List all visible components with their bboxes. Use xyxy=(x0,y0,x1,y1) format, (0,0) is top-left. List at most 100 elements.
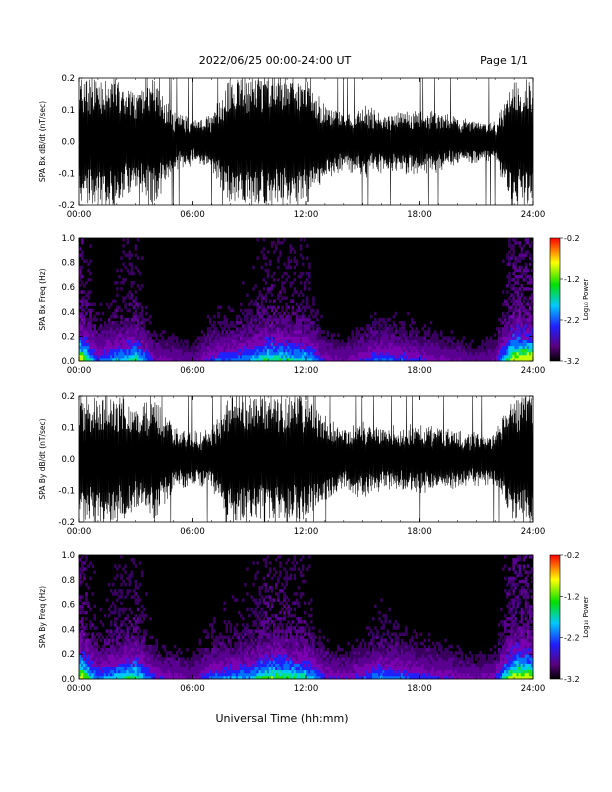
spectrogram-cell xyxy=(270,660,274,664)
spectrogram-cell xyxy=(99,330,103,334)
spectrogram-cell xyxy=(502,314,505,319)
spectrogram-cell xyxy=(506,321,509,325)
spectrogram-cell xyxy=(178,357,181,362)
spectrogram-cell xyxy=(485,342,488,347)
spectrogram-cell xyxy=(291,305,295,310)
spectrogram-cell xyxy=(396,342,400,347)
spectrogram-cell xyxy=(275,657,278,661)
spectrogram-cell xyxy=(178,666,181,671)
spectrogram-cell xyxy=(110,629,113,633)
spectrogram-cell xyxy=(83,651,86,655)
spectrogram-cell xyxy=(116,357,119,362)
spectrogram-cell xyxy=(130,302,134,307)
spectrogram-cell xyxy=(151,666,154,671)
spectrogram-cell xyxy=(192,672,195,677)
spectrogram-cell xyxy=(140,317,144,322)
spectrogram-cell xyxy=(275,357,278,362)
spectrogram-cell xyxy=(297,308,301,313)
spectrogram-cell xyxy=(330,354,334,359)
spectrogram-cell xyxy=(318,327,321,331)
spectrogram-cell xyxy=(138,613,142,618)
spectrogram-cell xyxy=(151,654,154,658)
spectrogram-cell xyxy=(99,651,103,655)
spectrogram-cell xyxy=(83,284,86,288)
spectrogram-cell xyxy=(194,660,198,664)
spectrogram-cell xyxy=(287,648,290,652)
spectrogram-cell xyxy=(112,672,115,677)
spectrogram-cell xyxy=(299,354,303,359)
spectrogram-cell xyxy=(134,672,138,677)
spectrogram-cell xyxy=(266,620,270,624)
spectrogram-cell xyxy=(213,351,216,356)
spectrogram-cell xyxy=(231,648,235,652)
spectrogram-cell xyxy=(355,330,358,334)
spectrogram-cell xyxy=(165,342,169,347)
spectrogram-cell xyxy=(85,635,88,640)
spectrogram-cell xyxy=(506,274,509,279)
spectrogram-cell xyxy=(390,345,394,350)
spectrogram-cell xyxy=(99,336,103,340)
spectrogram-cell xyxy=(101,345,105,350)
spectrogram-cell xyxy=(256,675,259,680)
spectrogram-cell xyxy=(516,317,519,322)
spectrogram-cell xyxy=(281,641,284,646)
spectrogram-cell xyxy=(246,567,249,571)
spectrogram-cell xyxy=(202,675,206,680)
spectrogram-cell xyxy=(273,623,276,627)
spectrogram-cell xyxy=(314,336,317,340)
spectrogram-cell xyxy=(233,333,237,337)
spectrogram-cell xyxy=(312,308,315,313)
spectrogram-cell xyxy=(372,354,375,359)
spectrogram-cell xyxy=(452,357,455,362)
spectrogram-cell xyxy=(231,651,235,655)
spectrogram-cell xyxy=(295,317,299,322)
spectrogram-cell xyxy=(262,287,266,291)
spectrogram-cell xyxy=(122,644,125,649)
spectrogram-cell xyxy=(95,638,98,643)
spectrogram-cell xyxy=(456,357,460,362)
y-tick-label: 0.0 xyxy=(61,455,75,465)
spectrogram-cell xyxy=(425,342,429,347)
spectrogram-cell xyxy=(497,351,501,356)
spectrogram-cell xyxy=(262,626,266,630)
spectrogram-cell xyxy=(211,339,214,343)
spectrogram-cell xyxy=(110,669,113,674)
spectrogram-cell xyxy=(279,351,282,356)
spectrogram-cell xyxy=(283,357,286,362)
spectrogram-cell xyxy=(118,595,121,599)
spectrogram-cell xyxy=(163,657,167,661)
spectrogram-cell xyxy=(190,666,193,671)
spectrogram-cell xyxy=(293,648,297,652)
spectrogram-cell xyxy=(83,601,86,605)
spectrogram-cell xyxy=(277,648,280,652)
spectrogram-cell xyxy=(299,274,303,279)
spectrogram-cell xyxy=(341,351,344,356)
spectrogram-cell xyxy=(262,238,266,242)
spectrogram-cell xyxy=(171,342,175,347)
spectrogram-cell xyxy=(138,302,142,307)
spectrogram-cell xyxy=(118,327,121,331)
spectrogram-cell xyxy=(120,601,123,605)
spectrogram-cell xyxy=(122,339,125,343)
spectrogram-cell xyxy=(522,305,526,310)
spectrogram-cell xyxy=(159,666,162,671)
spectrogram-cell xyxy=(83,648,86,652)
spectrogram-cell xyxy=(211,357,214,362)
spectrogram-cell xyxy=(526,345,530,350)
spectrogram-cell xyxy=(97,336,101,340)
spectrogram-cell xyxy=(413,336,416,340)
spectrogram-cell xyxy=(136,348,140,353)
spectrogram-cell xyxy=(530,278,534,282)
spectrogram-cell xyxy=(116,330,119,334)
spectrogram-cell xyxy=(91,324,94,328)
spectrogram-cell xyxy=(248,321,251,325)
spectrogram-cell xyxy=(361,345,365,350)
spectrogram-cell xyxy=(151,657,154,661)
spectrogram-cell xyxy=(270,648,274,652)
spectrogram-cell xyxy=(386,339,389,343)
spectrogram-cell xyxy=(81,333,84,337)
spectrogram-cell xyxy=(382,345,385,350)
spectrogram-cell xyxy=(173,354,177,359)
spectrogram-cell xyxy=(291,641,295,646)
spectrogram-cell xyxy=(508,333,511,337)
